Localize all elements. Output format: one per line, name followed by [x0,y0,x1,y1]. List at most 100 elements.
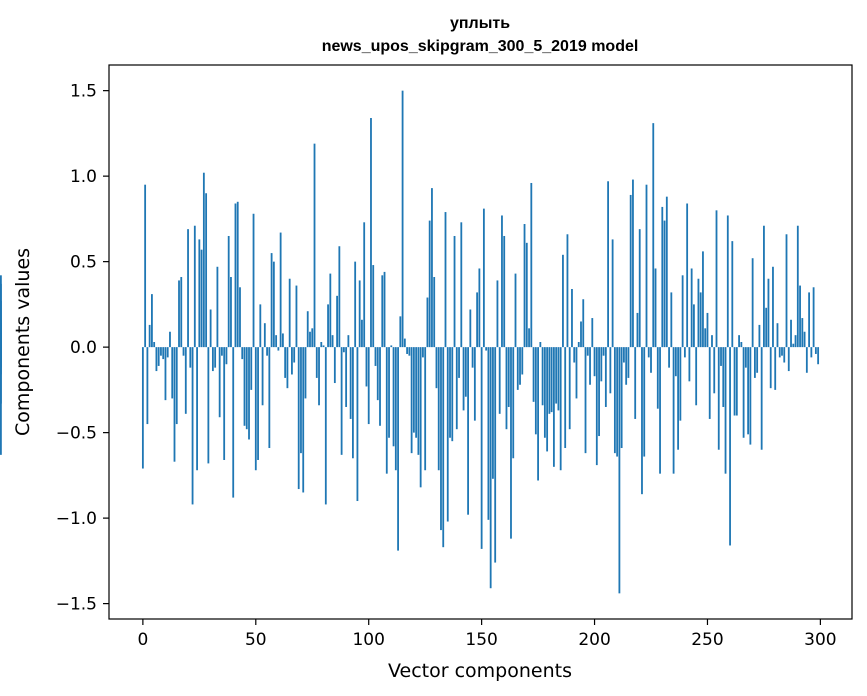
bar [223,347,226,460]
bar [656,347,659,409]
bar [227,235,230,348]
bar [157,347,160,366]
bar [241,347,244,360]
bar [356,347,359,502]
bar [288,278,291,348]
bar [485,347,488,351]
x-tick-label: 300 [804,630,836,650]
bar [254,347,257,471]
bar [543,347,546,438]
bar [650,347,652,373]
bar [810,347,813,358]
bar [171,347,174,399]
bar [512,347,515,459]
bar [417,347,420,455]
x-tick-label: 50 [245,630,267,650]
bar [756,347,759,373]
bar [460,222,463,348]
bar [620,347,623,449]
bar [449,347,451,438]
bar [478,268,481,348]
bar [202,172,205,348]
bar [618,347,621,594]
bar [598,347,600,437]
bar [711,335,713,348]
bar [796,225,799,348]
bar [613,347,616,454]
bar [735,347,738,416]
bar [577,342,580,348]
bar [164,347,167,401]
bar [609,347,612,394]
bar [699,292,702,348]
bar [774,347,777,390]
y-axis-ticks: −1.5 −1.0 −0.5 0.0 0.5 1.0 1.5 [56,82,109,615]
bar [697,278,700,348]
bar [593,347,596,377]
bar [772,266,774,348]
bar [794,335,797,348]
bar [674,347,677,377]
bar [717,347,720,450]
bar [311,328,314,348]
bar [155,347,158,372]
y-tick-label: −1.5 [56,595,97,615]
bar [632,179,634,348]
bar [611,239,614,348]
bar [248,347,250,440]
bar [525,242,528,348]
bar [808,292,810,348]
bar [340,347,343,455]
bar [792,343,795,348]
bar [591,318,594,348]
bar [607,181,609,348]
bar [297,347,300,490]
bar [370,118,372,348]
bar [367,347,370,425]
bar [765,307,768,348]
bar [557,347,560,411]
bar [419,347,422,488]
bar [437,347,440,471]
bar [663,220,666,348]
bar [625,347,628,385]
bar [742,347,745,438]
bar [281,333,284,348]
bar [647,347,650,358]
bar [643,347,646,457]
bar [408,347,411,356]
bar [683,347,686,358]
bar [760,347,763,450]
bar [191,347,194,505]
bar [492,347,494,479]
bar [482,208,485,348]
bar [489,347,492,589]
bar [503,235,506,348]
bar [272,261,275,348]
bar [817,347,820,365]
bar [259,304,262,348]
bar [539,342,542,348]
bar [162,347,165,360]
bar [431,188,433,348]
bar [320,342,323,348]
bar [695,347,698,406]
x-tick-label: 200 [578,630,610,650]
bar [473,347,476,421]
bar [537,347,539,481]
bar [245,347,248,430]
bar [638,229,641,348]
bar [180,277,183,348]
x-tick-label: 100 [352,630,384,650]
bar [636,312,639,348]
bar [803,331,806,348]
bar [234,203,237,348]
bar [200,249,203,348]
bar [661,206,664,348]
bar [641,347,643,495]
bar [345,347,348,407]
bar [342,347,345,353]
bar [541,347,544,406]
bar [510,347,512,539]
bar [799,285,801,348]
